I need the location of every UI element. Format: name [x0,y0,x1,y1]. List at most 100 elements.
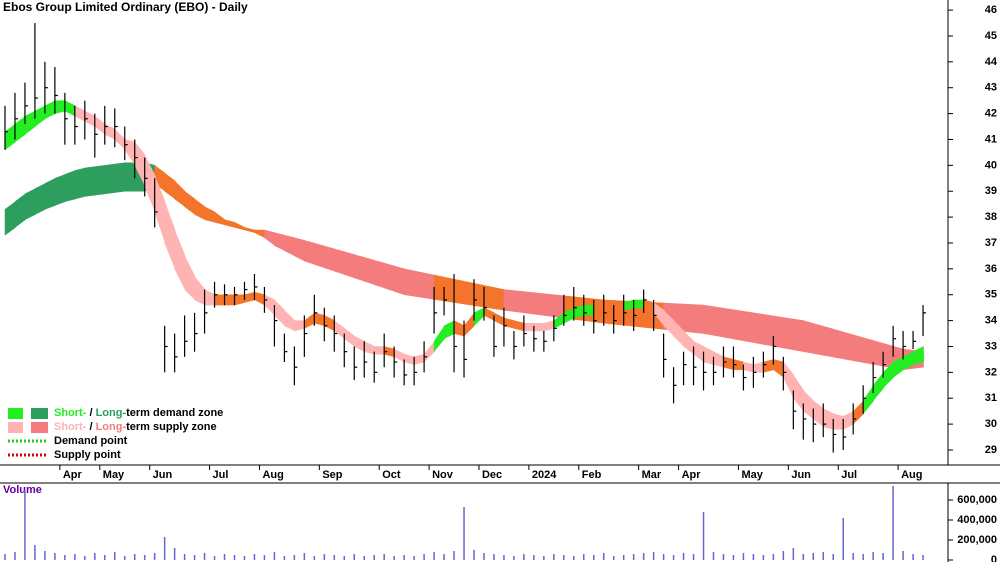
volume-bar [473,550,475,560]
y-tick-label: 38 [985,211,997,223]
volume-bar [203,553,206,560]
volume-bar [34,545,36,560]
zone-segment [493,287,505,311]
volume-bar [652,552,655,560]
y-tick-label: 41 [985,133,997,145]
zone-segment [114,162,126,193]
volume-bar [802,554,805,560]
volume-bar [64,555,66,560]
volume-bar [543,556,545,560]
volume-bar [822,552,825,560]
volume-tick-label: 0 [991,554,997,562]
volume-bar [533,555,535,560]
volume-tick-label: 400,000 [957,514,997,526]
x-tick-label: Jul [841,469,857,481]
volume-bar [702,512,705,560]
volume-bar [403,555,405,560]
legend-label: Supply point [54,449,121,461]
volume-bar [183,554,186,560]
volume-bar [353,554,356,560]
zone-segment [813,323,825,356]
zone-segment [753,312,765,345]
volume-bar [602,553,605,560]
zone-segment [793,318,805,352]
volume-bar [592,555,595,560]
volume-bar [383,554,385,560]
zone-segment [583,304,595,316]
zone-segment [334,248,346,275]
volume-bar [413,556,415,560]
legend-text: Short- [54,421,87,433]
volume-bar [293,555,296,560]
volume-bar [114,552,116,560]
legend-text: / [86,407,95,419]
x-tick-label: Jul [213,469,229,481]
legend-label: Short- / Long-term demand zone [54,407,223,419]
zone-segment [713,306,725,338]
volume-bar [612,556,615,560]
zone-segment [64,170,76,202]
volume-bar [123,556,126,560]
volume-bar [553,554,555,560]
zone-segment [912,346,924,365]
volume-bar [882,553,884,560]
volume-bar [912,554,914,560]
volume-bar [343,556,346,560]
volume-bar [792,548,795,560]
zone-segment [324,245,336,272]
volume-bar [583,554,585,560]
legend-label: Demand point [54,435,128,447]
volume-bar [453,551,455,560]
legend-text: Short- [54,407,87,419]
x-tick-label: May [103,469,125,481]
y-tick-label: 42 [985,108,997,120]
volume-bar [323,554,326,560]
volume-bar [373,555,375,560]
chart-title: Ebos Group Limited Ordinary (EBO) - Dail… [3,0,248,14]
y-tick-label: 45 [985,30,997,42]
zone-segment [683,303,695,333]
x-tick-label: Mar [642,469,662,481]
volume-bar [573,556,575,560]
zone-segment [74,167,86,200]
x-tick-label: Jun [791,469,811,481]
zone-segment [693,304,705,334]
legend-swatch [31,408,48,419]
volume-bar [143,555,146,560]
x-tick-label: Feb [582,469,602,481]
volume-bar [922,555,924,560]
zone-segment [483,285,495,309]
y-tick-label: 40 [985,159,997,171]
zone-segment [433,274,445,302]
zone-segment [842,331,854,362]
zone-segment [344,251,356,279]
volume-bar [672,555,675,560]
legend-text: term demand zone [126,407,223,419]
zone-segment [852,334,864,363]
x-tick-label: 2024 [532,469,557,481]
volume-tick-label: 200,000 [957,534,997,546]
zone-segment [393,265,405,296]
zone-segment [413,270,425,299]
volume-label: Volume [3,484,42,496]
y-tick-label: 37 [985,237,997,249]
zone-segment [743,311,755,343]
zone-segment [363,257,375,285]
zone-segment [373,259,385,289]
volume-bar [692,554,695,560]
zone-segment [423,272,435,300]
volume-bar [722,554,725,560]
zone-segment [783,317,795,351]
volume-bar [303,553,306,560]
volume-bar [772,554,775,560]
volume-bar [14,552,16,560]
volume-bar [94,553,96,560]
legend-text: / [86,421,95,433]
y-tick-label: 43 [985,82,997,94]
volume-bar [682,553,685,560]
volume-bar [622,555,625,560]
zone-segment [94,165,106,196]
legend-text: Long- [96,421,127,433]
volume-bar [213,556,216,560]
